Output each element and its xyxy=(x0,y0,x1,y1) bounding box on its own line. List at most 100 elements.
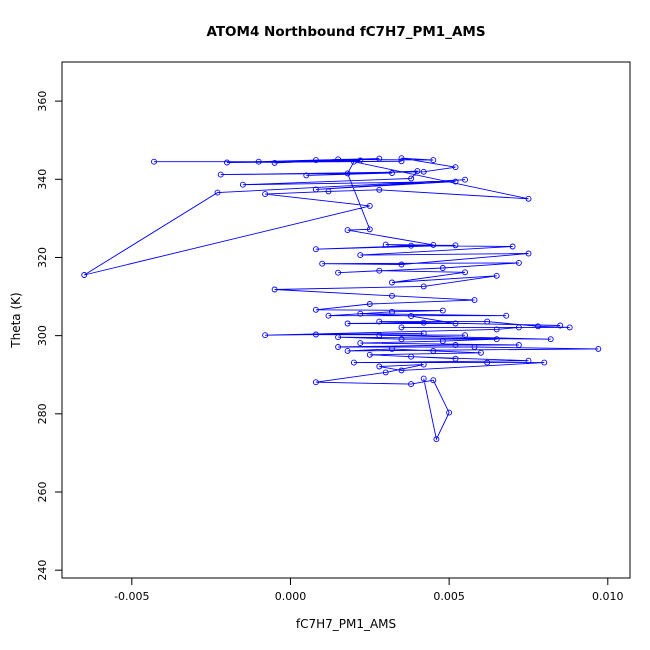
data-point xyxy=(344,170,351,177)
data-point xyxy=(262,191,269,198)
data-point xyxy=(452,242,459,249)
data-point xyxy=(312,306,319,313)
data-point xyxy=(398,324,405,331)
data-point xyxy=(344,227,351,234)
data-point xyxy=(366,226,373,233)
data-point xyxy=(357,252,364,259)
data-point xyxy=(566,324,573,331)
data-point xyxy=(217,171,224,178)
data-point xyxy=(335,156,342,163)
data-point xyxy=(376,186,383,193)
data-point xyxy=(312,186,319,193)
data-point xyxy=(389,345,395,352)
data-point xyxy=(389,170,395,176)
y-tick-label: 340 xyxy=(36,169,49,190)
data-point xyxy=(439,307,446,314)
y-axis-label: Theta (K) xyxy=(9,292,23,348)
x-tick-label: -0.005 xyxy=(114,590,149,603)
data-point xyxy=(357,157,364,164)
data-point xyxy=(515,259,522,266)
data-point xyxy=(471,297,478,304)
data-point xyxy=(224,159,230,166)
y-tick-label: 320 xyxy=(36,247,49,268)
data-point xyxy=(515,342,522,348)
data-point xyxy=(535,323,541,330)
y-tick-label: 360 xyxy=(36,91,49,112)
data-point xyxy=(439,265,446,271)
data-point xyxy=(493,336,500,343)
data-point xyxy=(312,379,319,386)
data-point xyxy=(547,336,554,343)
data-point xyxy=(408,242,415,249)
x-tick-label: 0.010 xyxy=(592,590,624,603)
data-point xyxy=(350,158,357,165)
data-point xyxy=(493,272,500,279)
data-point xyxy=(430,241,437,248)
data-point xyxy=(420,283,427,290)
data-point xyxy=(389,292,395,299)
data-point xyxy=(366,351,373,358)
data-point xyxy=(255,158,262,165)
chart-title: ATOM4 Northbound fC7H7_PM1_AMS xyxy=(206,24,486,40)
data-point xyxy=(420,375,427,382)
y-tick-label: 240 xyxy=(36,560,49,581)
data-point xyxy=(408,313,415,320)
data-point xyxy=(376,267,383,274)
data-point xyxy=(376,155,383,162)
data-point xyxy=(376,318,383,325)
data-point xyxy=(366,301,373,307)
data-point xyxy=(344,320,351,327)
x-tick-label: 0.000 xyxy=(275,590,307,603)
data-point xyxy=(312,157,319,164)
data-point xyxy=(420,361,427,368)
data-point xyxy=(509,243,516,250)
data-point xyxy=(452,320,459,327)
x-tick-label: 0.005 xyxy=(433,590,465,603)
data-point xyxy=(382,241,389,248)
series-line xyxy=(83,157,599,441)
data-point xyxy=(398,158,405,165)
y-tick-label: 280 xyxy=(36,403,49,424)
data-point xyxy=(398,155,405,162)
data-point xyxy=(446,409,453,416)
y-tick-label: 260 xyxy=(36,482,49,503)
data-point xyxy=(357,310,364,317)
data-point xyxy=(471,344,478,350)
data-point xyxy=(382,369,389,376)
data-point xyxy=(525,250,532,257)
data-point xyxy=(541,359,548,366)
data-point xyxy=(214,189,221,196)
data-point xyxy=(271,159,278,166)
data-point xyxy=(312,246,319,253)
data-point xyxy=(462,332,468,339)
data-point xyxy=(439,338,446,345)
data-point xyxy=(493,326,500,333)
data-point xyxy=(452,178,459,185)
data-point xyxy=(262,332,269,339)
data-point xyxy=(389,308,395,315)
data-point xyxy=(398,261,405,268)
data-point xyxy=(271,286,278,293)
data-point xyxy=(312,331,319,338)
data-point xyxy=(430,157,437,164)
data-point xyxy=(595,345,602,352)
data-point xyxy=(151,158,157,165)
y-tick-label: 300 xyxy=(36,325,49,346)
data-point xyxy=(81,272,88,278)
data-point xyxy=(452,342,459,348)
data-point xyxy=(525,195,532,202)
x-axis-label: fC7H7_PM1_AMS xyxy=(295,617,397,631)
data-point xyxy=(335,269,342,276)
data-point xyxy=(430,377,437,384)
data-point xyxy=(452,164,459,171)
data-point xyxy=(525,357,532,364)
data-point xyxy=(420,330,427,337)
data-point xyxy=(462,269,468,276)
data-point xyxy=(366,202,373,209)
data-point xyxy=(477,349,484,356)
data-point xyxy=(325,312,332,319)
data-point xyxy=(557,322,564,329)
data-point xyxy=(335,334,342,341)
